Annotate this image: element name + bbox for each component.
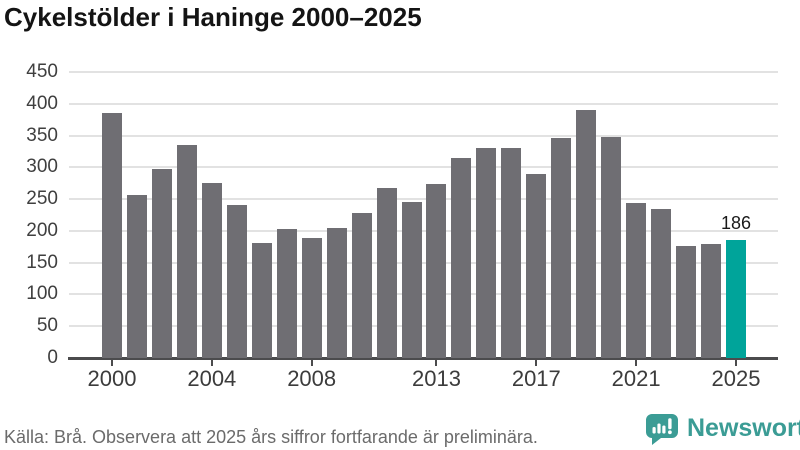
bar bbox=[102, 113, 122, 358]
newsworthy-logo: Newsworthy bbox=[644, 411, 800, 445]
bar bbox=[601, 137, 622, 358]
bar bbox=[676, 245, 697, 358]
x-tick bbox=[111, 360, 113, 366]
value-annotation: 186 bbox=[720, 213, 752, 233]
x-axis-line bbox=[68, 357, 778, 360]
bar bbox=[251, 242, 272, 358]
gridline bbox=[69, 134, 778, 137]
gridline bbox=[69, 102, 778, 105]
gridline bbox=[69, 229, 778, 232]
x-tick-label: 2013 bbox=[411, 366, 461, 391]
x-tick bbox=[435, 360, 438, 366]
x-tick-label: 2021 bbox=[611, 366, 661, 391]
gridline bbox=[69, 71, 778, 73]
bar bbox=[476, 147, 497, 358]
gridline bbox=[69, 325, 778, 328]
x-tick-label: 2008 bbox=[287, 366, 337, 391]
bar bbox=[201, 183, 222, 358]
source-note: Källa: Brå. Observera att 2025 års siffr… bbox=[4, 427, 538, 447]
y-tick-label: 350 bbox=[26, 124, 58, 146]
x-tick-label: 2017 bbox=[511, 366, 561, 391]
bar bbox=[376, 188, 397, 358]
y-tick-label: 100 bbox=[26, 283, 58, 305]
bar bbox=[401, 202, 422, 358]
x-tick bbox=[210, 360, 213, 366]
bar bbox=[626, 202, 647, 358]
gridline bbox=[69, 198, 778, 201]
x-tick-label: 2000 bbox=[87, 366, 137, 391]
bar bbox=[451, 158, 472, 358]
y-tick-label: 50 bbox=[36, 315, 58, 337]
x-tick bbox=[310, 360, 313, 366]
bar bbox=[301, 237, 322, 358]
y-tick-label: 200 bbox=[26, 219, 58, 241]
x-tick bbox=[735, 360, 737, 366]
bar bbox=[176, 145, 197, 358]
y-tick-label: 150 bbox=[26, 251, 58, 273]
page-title: Cykelstölder i Haninge 2000–2025 bbox=[4, 2, 422, 32]
bar bbox=[501, 147, 522, 358]
bar bbox=[701, 244, 722, 358]
x-tick-label: 2025 bbox=[711, 366, 761, 391]
bar bbox=[276, 228, 297, 358]
gridline bbox=[69, 166, 778, 169]
bar bbox=[226, 205, 247, 358]
bar bbox=[151, 169, 172, 358]
bar bbox=[426, 184, 447, 358]
bar bbox=[551, 138, 572, 358]
bar bbox=[526, 173, 547, 358]
bar bbox=[126, 195, 147, 358]
gridline bbox=[69, 261, 778, 264]
bar bbox=[326, 228, 347, 358]
bar bbox=[576, 110, 597, 358]
bar-chart-speech-bubble-icon bbox=[646, 413, 678, 445]
y-tick-label: 400 bbox=[26, 92, 58, 114]
y-tick-label: 450 bbox=[26, 61, 58, 82]
x-tick bbox=[635, 360, 638, 366]
bar bbox=[726, 239, 746, 358]
bar bbox=[651, 209, 672, 358]
x-tick bbox=[535, 360, 538, 366]
gridline bbox=[69, 293, 778, 296]
y-tick-label: 300 bbox=[26, 156, 58, 178]
y-tick-label: 250 bbox=[26, 188, 58, 210]
bar bbox=[351, 213, 372, 358]
newsworthy-wordmark: Newsworthy bbox=[687, 414, 800, 442]
x-tick-label: 2004 bbox=[187, 366, 237, 391]
y-tick-label: 0 bbox=[47, 347, 58, 368]
